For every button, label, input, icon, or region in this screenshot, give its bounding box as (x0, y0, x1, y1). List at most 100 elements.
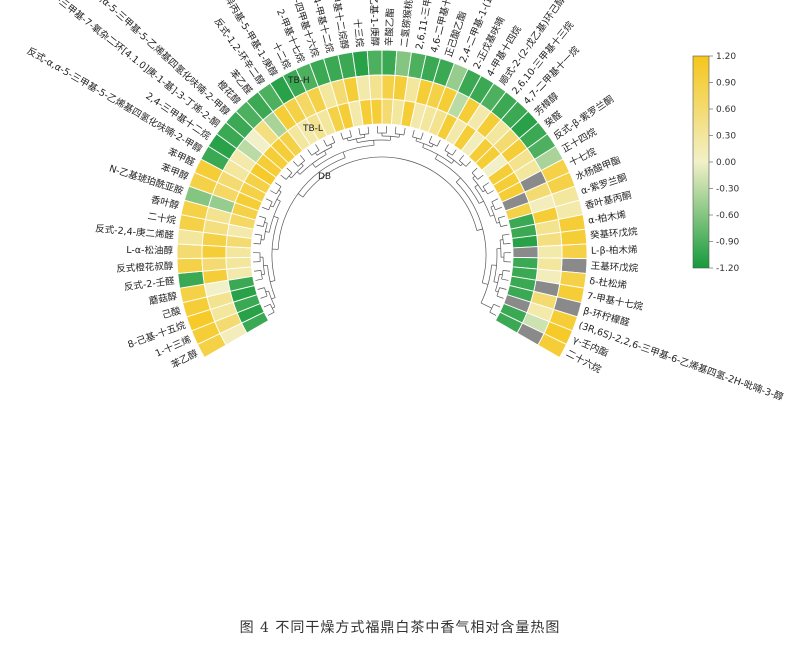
compound-label: 反式-2,4-庚二烯醛 (95, 223, 175, 242)
colorbar-tick-label: -1.20 (716, 264, 740, 274)
ring-label: DB (318, 172, 331, 182)
dendrogram-branch (472, 175, 476, 179)
dendrogram-branch (299, 154, 327, 175)
heatmap-cell (176, 257, 204, 274)
heatmap-cell (370, 98, 383, 125)
dendrogram-branch (495, 290, 499, 293)
dendrogram-branch (493, 303, 501, 308)
dendrogram-branch (302, 156, 478, 231)
dendrogram-branch (268, 290, 276, 308)
ring-label: TB-L (302, 124, 323, 134)
dendrogram-branch (288, 175, 292, 179)
dendrogram-branch (474, 184, 479, 188)
compound-label: (3R,6S)-2,2,6-三甲基-6-乙烯基四氢-2H-吡喃-3-醇 (577, 319, 785, 403)
dendrogram-branch (480, 302, 492, 309)
dendrogram-branch (501, 278, 509, 281)
dendrogram-branch (471, 167, 478, 173)
dendrogram-branch (263, 303, 271, 308)
heatmap-cell (225, 256, 253, 270)
dendrogram-branch (496, 295, 504, 299)
dendrogram-branch (471, 172, 479, 180)
heatmap-cell (176, 243, 203, 260)
compound-label: 二十烷 (147, 210, 178, 227)
heatmap-cell (368, 74, 383, 100)
dendrogram-branch (436, 139, 441, 147)
dendrogram-branch (272, 306, 276, 309)
dendrogram-branch (349, 130, 352, 137)
dendrogram-branch (258, 215, 266, 219)
dendrogram-branch (311, 150, 320, 156)
dendrogram-branch (276, 198, 281, 202)
compound-label: 反式橙花叔醇 (116, 260, 174, 275)
dendrogram-branch (493, 281, 498, 284)
dendrogram-branch (381, 135, 400, 138)
dendrogram-branch (490, 205, 494, 208)
dendrogram-branch (482, 282, 489, 285)
dendrogram-branch (477, 174, 484, 180)
compound-label: 香叶醇 (150, 193, 181, 211)
dendrogram-branch (451, 160, 455, 164)
colorbar-tick-label: -0.60 (716, 211, 740, 221)
dendrogram-branch (271, 217, 279, 281)
dendrogram-branch (286, 167, 293, 173)
dendrogram-branch (496, 287, 500, 297)
dendrogram-branch (273, 215, 279, 219)
dendrogram-branch (253, 270, 262, 272)
dendrogram-branch (275, 182, 282, 187)
dendrogram-branch (502, 270, 511, 272)
dendrogram-branch (315, 152, 318, 156)
dendrogram-branch (499, 239, 502, 258)
dendrogram-branch (482, 182, 489, 187)
dendrogram-branch (394, 126, 397, 134)
dendrogram-branch (346, 137, 349, 142)
dendrogram-branch (347, 136, 365, 142)
dendrogram-branch (487, 190, 494, 195)
dendrogram-branch (297, 193, 304, 198)
dendrogram-branch (330, 144, 333, 148)
dendrogram-branch (412, 136, 422, 140)
dendrogram-branch (431, 144, 434, 148)
dendrogram-branch (434, 154, 438, 159)
dendrogram-branch (277, 157, 346, 250)
dendrogram-branch (307, 149, 313, 156)
dendrogram-branch (340, 132, 344, 140)
colorbar-tick-label: 0.30 (716, 132, 736, 142)
dendrogram-branch (502, 233, 510, 236)
dendrogram-branch (420, 132, 424, 140)
dendrogram-branch (446, 155, 461, 166)
heatmap-cells (176, 49, 588, 359)
dendrogram-branch (455, 177, 461, 183)
dendrogram-branch (323, 139, 328, 147)
dendrogram-branch (498, 215, 506, 219)
dendrogram-branch (495, 206, 502, 211)
dendrogram-branch (331, 135, 336, 143)
compound-label: δ-杜松烯 (589, 275, 628, 292)
dendrogram-branch (451, 149, 457, 156)
dendrogram-branch (465, 161, 471, 167)
dendrogram-branch (444, 150, 453, 156)
dendrogram-branch (291, 165, 304, 179)
heatmap-cell (225, 246, 252, 259)
dendrogram-branch (315, 144, 320, 151)
dendrogram-branch (367, 126, 370, 134)
compound-label: 二氢猕猴桃内酯 (398, 0, 417, 48)
dendrogram-branch (272, 191, 282, 208)
dendrogram-branch (446, 152, 449, 156)
compound-label: 2,4-二乙基-1-庚醇 (366, 0, 381, 47)
dendrogram-branch (356, 138, 358, 143)
dendrogram-branch (360, 133, 369, 136)
dendrogram-branch (257, 287, 265, 290)
dendrogram-branch (479, 200, 484, 204)
dendrogram-branch (499, 287, 507, 290)
dendrogram-branch (264, 287, 268, 297)
heatmap-cell (537, 244, 563, 259)
dendrogram-branch (489, 311, 497, 316)
colorbar-tick-label: -0.30 (716, 185, 740, 195)
dendrogram-branch (324, 150, 327, 155)
heatmap-cell (512, 246, 539, 259)
compound-label: 王基环戊烷 (590, 260, 639, 275)
dendrogram-branch (271, 297, 276, 300)
dendrogram-branch (422, 143, 425, 148)
dendrogram-branch (496, 222, 500, 224)
colorbar-tick-label: 0.90 (716, 79, 736, 89)
